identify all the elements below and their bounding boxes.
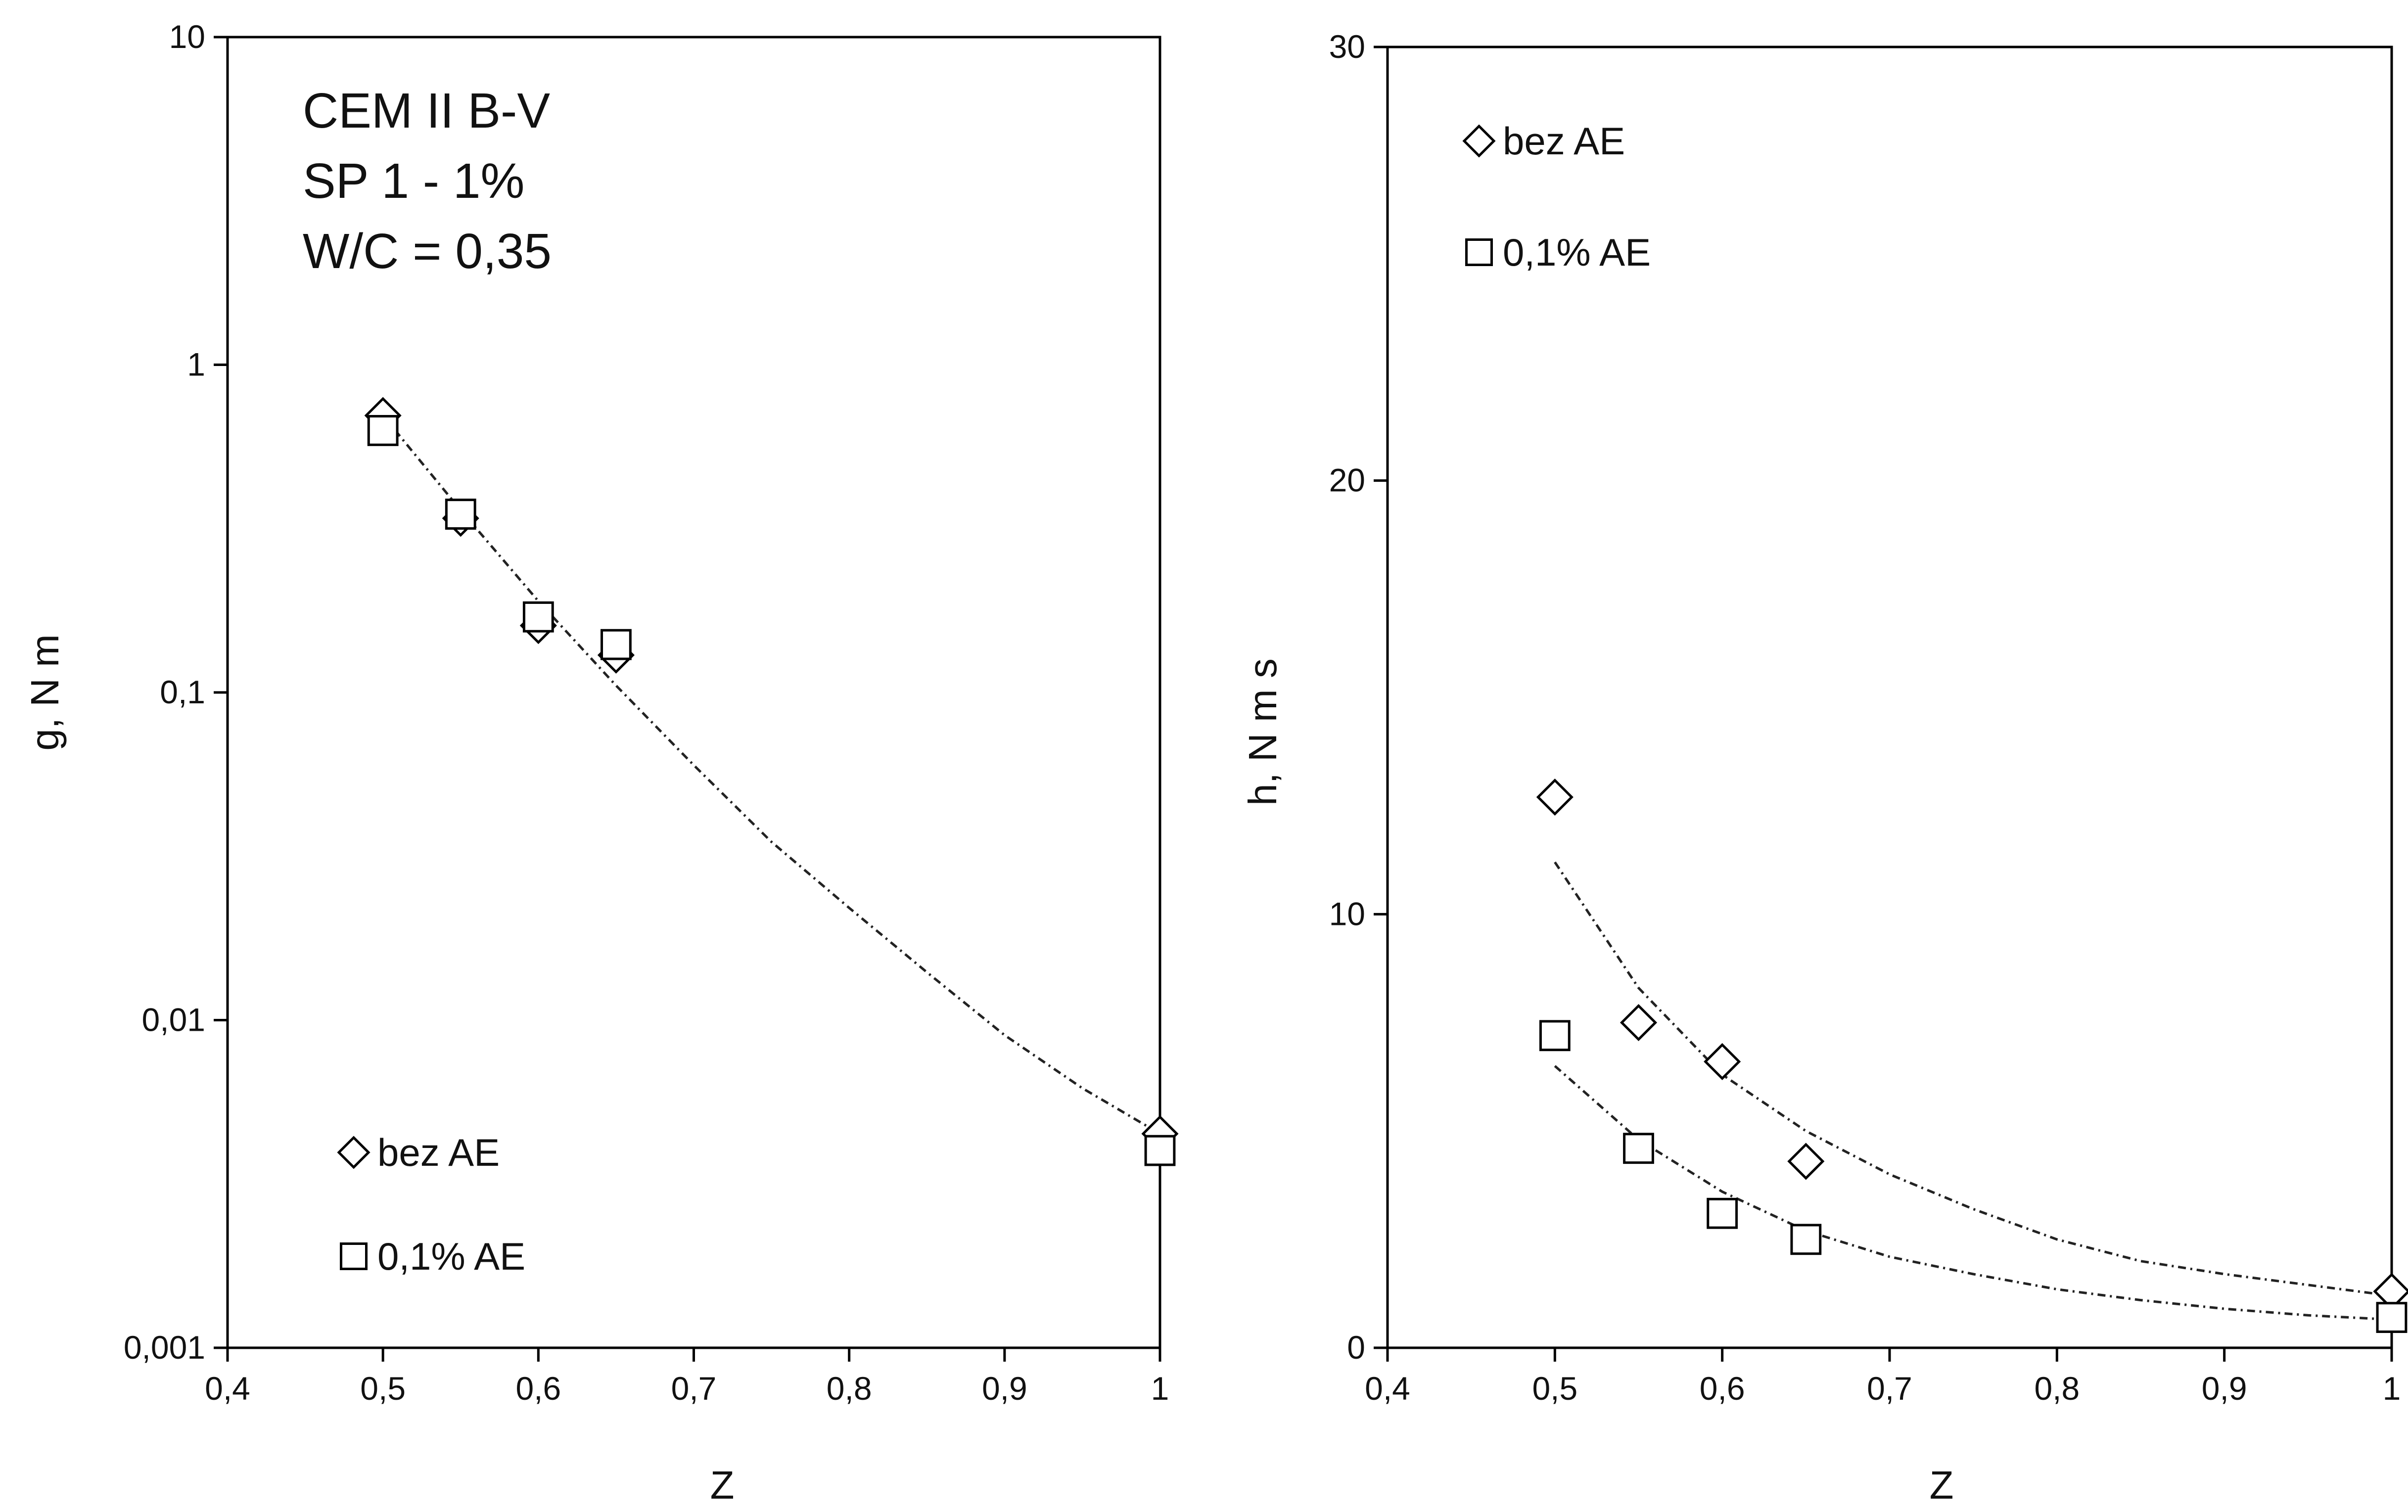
y-tick-label: 0,1 [160,674,205,710]
y-tick-label: 10 [1329,895,1365,932]
legend-label: bez AE [377,1131,500,1174]
trend-line [1554,861,2392,1297]
x-tick-label: 0,6 [1700,1370,1745,1407]
legend-marker-diamond [1462,124,1496,158]
data-point-square [601,629,632,660]
x-tick-label: 0,7 [671,1370,717,1407]
y-tick-label: 0 [1347,1329,1365,1366]
y-tick-label: 30 [1329,28,1365,65]
x-tick-label: 0,8 [827,1370,872,1407]
legend-label: 0,1% AE [1503,230,1651,274]
annotation-line-2: SP 1 - 1% [303,153,524,209]
x-tick-label: 0,4 [1365,1370,1410,1407]
x-tick-label: 0,9 [2202,1370,2247,1407]
y-tick-label: 1 [187,346,205,383]
x-tick-label: 1 [2383,1370,2401,1407]
data-point-square [1144,1135,1176,1166]
y-tick-label: 0,001 [124,1329,205,1366]
data-point-square [367,415,399,446]
y-tick-label: 20 [1329,462,1365,499]
trend-line [382,414,1161,1135]
x-tick-label: 0,8 [2034,1370,2080,1407]
data-point-diamond [1536,779,1574,816]
x-axis-label-right: Z [1930,1463,1954,1507]
data-point-diamond [1620,1004,1658,1042]
x-tick-label: 0,5 [360,1370,406,1407]
x-tick-label: 0,5 [1532,1370,1577,1407]
x-tick-label: 0,9 [982,1370,1027,1407]
data-point-square [1707,1197,1738,1229]
x-tick-label: 1 [1151,1370,1169,1407]
legend-label: 0,1% AE [377,1235,525,1278]
x-axis-label-left: Z [710,1463,735,1507]
chart-h-linear: h, N m s Z 0,4 0,5 0,6 0,7 0,8 0,9 10102030bez… [1241,28,2408,1507]
y-axis-label-left: g, N m [23,634,67,751]
data-point-square [1790,1224,1822,1255]
x-tick-label: 0,4 [205,1370,250,1407]
data-point-square [445,499,476,530]
x-tick-label: 0,6 [515,1370,561,1407]
annotation-line-3: W/C = 0,35 [303,224,552,279]
y-tick-label: 0,01 [142,1002,205,1038]
annotation-line-1: CEM II B-V [303,83,550,138]
x-tick-label: 0,7 [1867,1370,1912,1407]
data-point-diamond [1787,1143,1825,1180]
data-point-square [2376,1302,2408,1333]
chart-g-log: CEM II B-V SP 1 - 1% W/C = 0,35 g, N m Z… [23,18,1179,1507]
legend-marker-square [340,1242,368,1270]
y-axis-label-right: h, N m s [1241,658,1285,806]
y-tick-label: 10 [169,18,205,55]
legend-marker-diamond [337,1136,370,1169]
data-point-diamond [1704,1043,1741,1080]
trend-line [1554,1065,2392,1321]
legend-label: bez AE [1503,119,1625,163]
data-point-square [1539,1020,1571,1052]
data-point-square [522,601,554,633]
data-point-square [1623,1133,1654,1164]
legend-marker-square [1465,238,1493,266]
